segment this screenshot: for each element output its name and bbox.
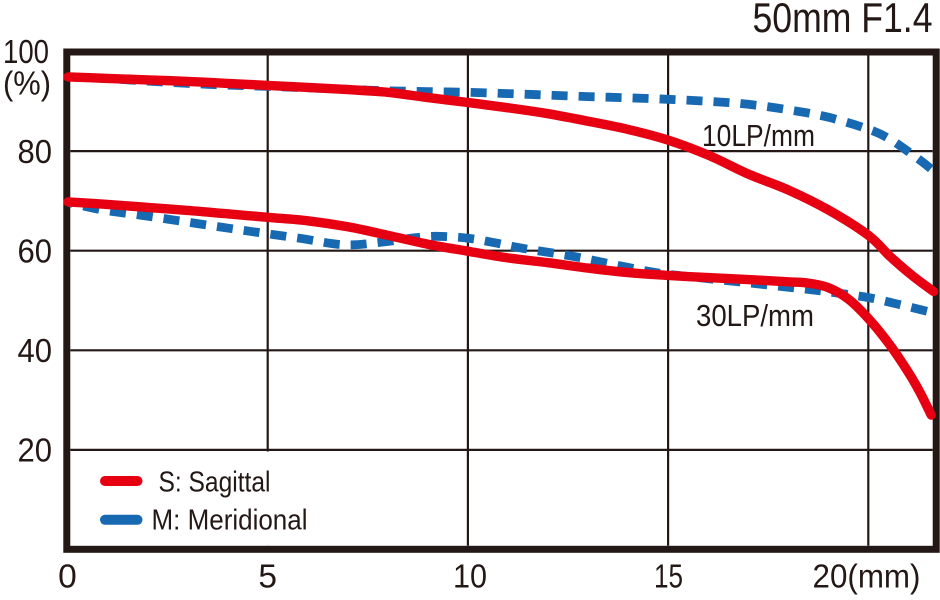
svg-text:0: 0 (58, 559, 77, 596)
svg-text:15: 15 (654, 559, 683, 596)
svg-text:50mm F1.4: 50mm F1.4 (753, 0, 933, 41)
svg-text:30LP/mm: 30LP/mm (696, 299, 814, 333)
svg-text:80: 80 (18, 134, 53, 171)
svg-text:M: Meridional: M: Meridional (152, 505, 308, 537)
svg-text:100: 100 (3, 34, 49, 71)
svg-text:S: Sagittal: S: Sagittal (159, 467, 271, 499)
svg-text:(%): (%) (3, 66, 51, 103)
svg-text:5: 5 (258, 559, 277, 596)
svg-text:60: 60 (18, 233, 53, 270)
svg-text:20: 20 (18, 433, 53, 470)
svg-text:20(mm): 20(mm) (813, 559, 921, 596)
svg-text:10: 10 (453, 559, 487, 596)
svg-text:40: 40 (18, 333, 53, 370)
svg-text:10LP/mm: 10LP/mm (702, 119, 815, 153)
